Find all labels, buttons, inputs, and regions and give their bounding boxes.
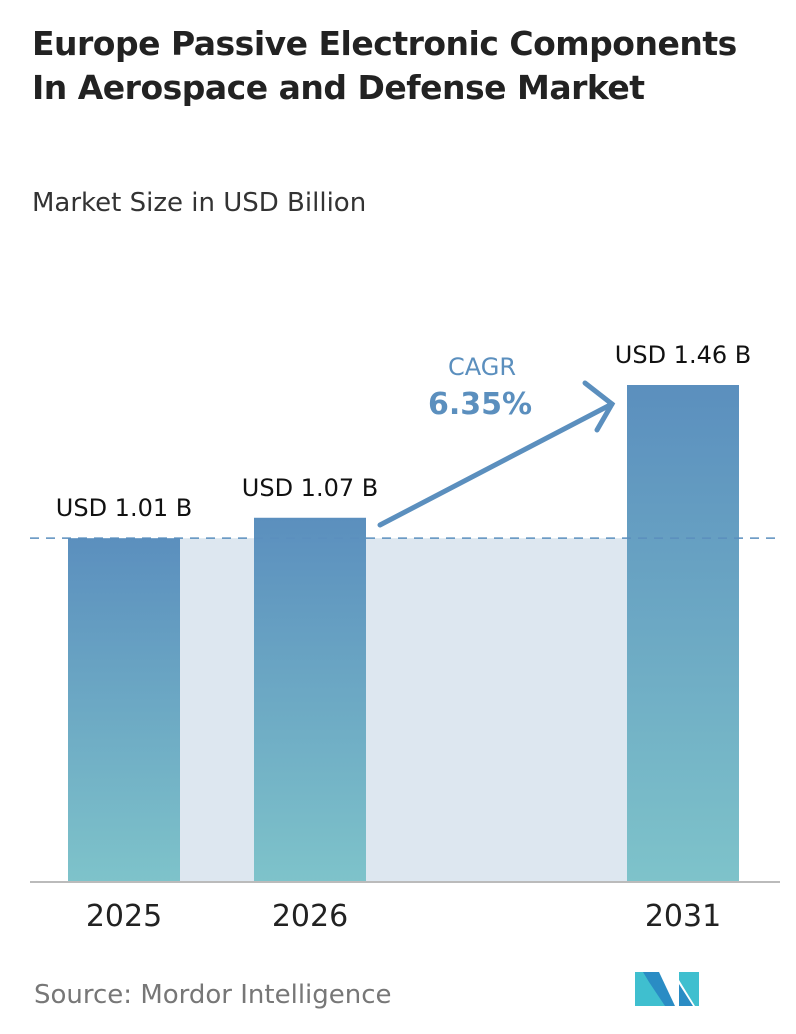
data-label-2026: USD 1.07 B [242, 474, 378, 502]
data-label-2031: USD 1.46 B [615, 341, 751, 369]
bar-2031 [627, 385, 739, 882]
x-tick-2025: 2025 [86, 899, 162, 934]
cagr-label: CAGR [448, 353, 516, 381]
x-tick-2031: 2031 [645, 899, 721, 934]
x-tick-2026: 2026 [272, 899, 348, 934]
cagr-value: 6.35% [428, 387, 532, 422]
chart-title: Europe Passive Electronic Components In … [32, 24, 737, 107]
cagr-arrow [377, 380, 616, 528]
shaded-region [180, 538, 627, 882]
data-label-2025: USD 1.01 B [56, 494, 192, 522]
logo [635, 972, 699, 1006]
chart-subtitle: Market Size in USD Billion [32, 188, 367, 218]
bar-2025 [68, 538, 180, 882]
source-note: Source: Mordor Intelligence [34, 980, 392, 1010]
bar-2026 [254, 517, 366, 882]
